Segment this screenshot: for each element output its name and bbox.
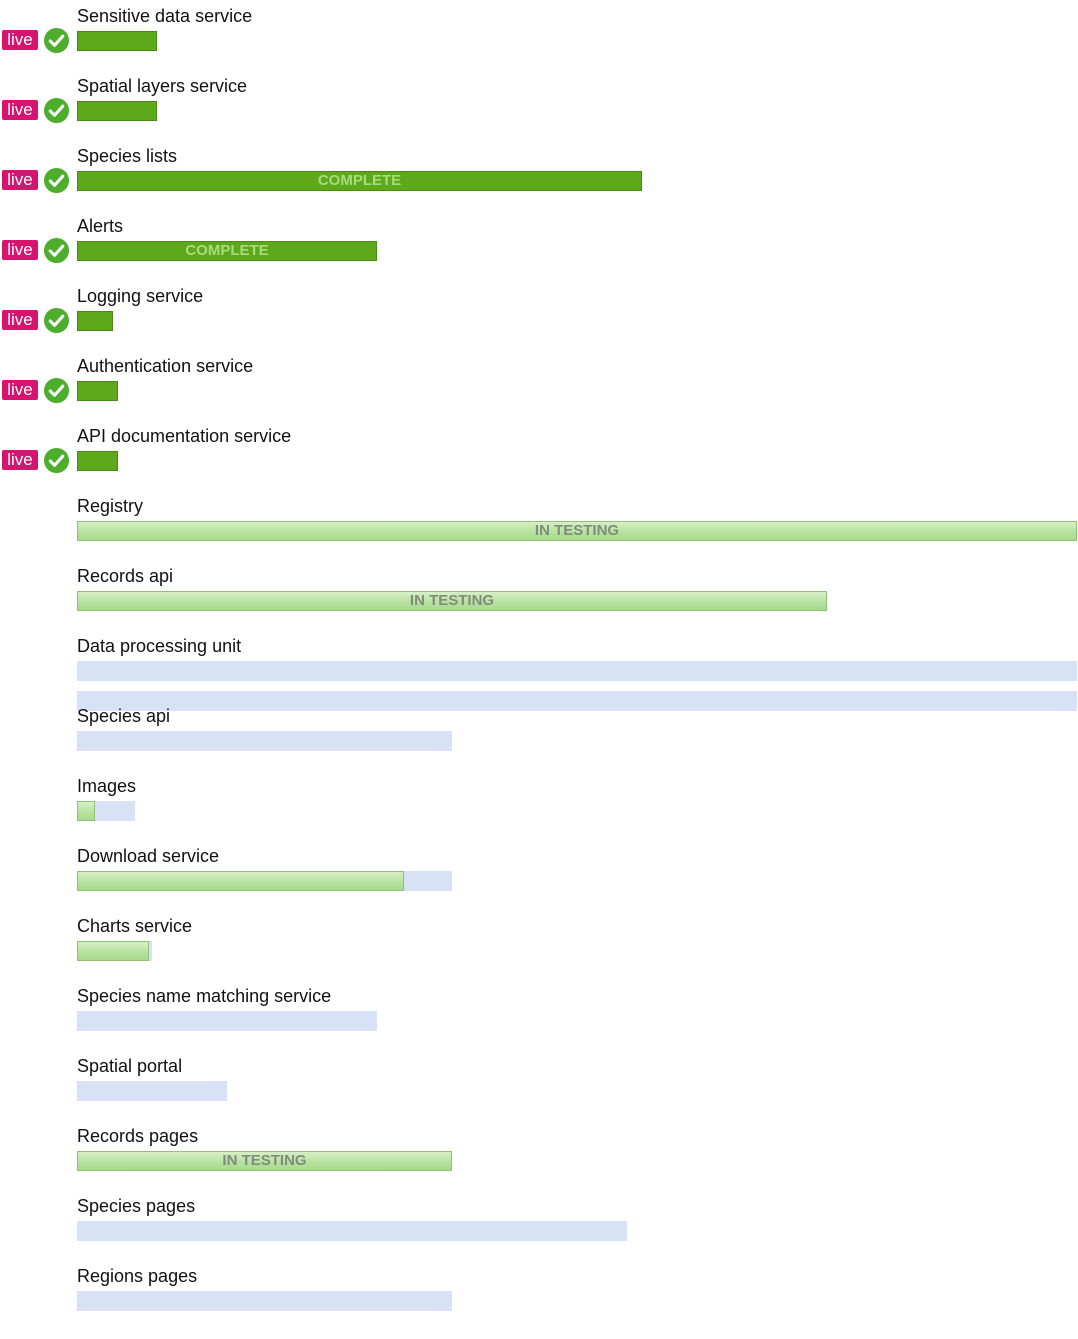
testing-bar [77,941,149,961]
testing-bar: IN TESTING [77,1151,452,1171]
planned-track [77,1221,627,1241]
planned-track [77,1291,452,1311]
testing-bar: IN TESTING [77,591,827,611]
service-row: API documentation service live [0,425,1078,495]
service-name: Spatial layers service [77,76,248,96]
complete-bar [77,101,157,121]
live-badge: live [2,380,38,400]
check-circle-icon [43,447,70,474]
service-row: Alerts live COMPLETE [0,215,1078,285]
service-name: Species name matching service [77,986,332,1006]
service-row: Data processing unit [0,635,1078,711]
complete-bar [77,311,113,331]
service-row: Species lists live COMPLETE [0,145,1078,215]
planned-track-secondary [77,691,1077,711]
check-circle-icon [43,307,70,334]
service-row: Logging service live [0,285,1078,355]
service-row: Sensitive data service live [0,5,1078,75]
live-badge: live [2,30,38,50]
service-row: Records api IN TESTING [0,565,1078,635]
check-circle-icon [43,97,70,124]
service-name: Charts service [77,916,193,936]
service-name: Registry [77,496,144,516]
service-name: Species lists [77,146,178,166]
planned-track [77,731,452,751]
service-row: Regions pages [0,1265,1078,1335]
testing-bar: IN TESTING [77,521,1077,541]
service-row: Spatial portal [0,1055,1078,1125]
service-row: Spatial layers service live [0,75,1078,145]
testing-bar [77,871,404,891]
service-name: Species api [77,706,171,726]
check-circle-icon [43,377,70,404]
service-name: Logging service [77,286,204,306]
planned-track [77,1081,227,1101]
testing-bar [77,801,95,821]
live-badge: live [2,170,38,190]
service-row: Authentication service live [0,355,1078,425]
complete-bar: COMPLETE [77,171,642,191]
service-name: API documentation service [77,426,292,446]
service-name: Records pages [77,1126,199,1146]
service-row: Images [0,775,1078,845]
live-badge: live [2,450,38,470]
complete-bar [77,451,118,471]
service-row: Download service [0,845,1078,915]
service-name: Records api [77,566,174,586]
service-name: Images [77,776,137,796]
check-circle-icon [43,167,70,194]
complete-bar: COMPLETE [77,241,377,261]
service-name: Data processing unit [77,636,242,656]
service-row: Species name matching service [0,985,1078,1055]
complete-bar [77,381,118,401]
service-row: Species api [0,705,1078,775]
planned-track [77,1011,377,1031]
service-name: Spatial portal [77,1056,183,1076]
service-row: Species pages [0,1195,1078,1265]
complete-bar [77,31,157,51]
service-name: Download service [77,846,220,866]
check-circle-icon [43,27,70,54]
service-row: Registry IN TESTING [0,495,1078,565]
service-name: Sensitive data service [77,6,253,26]
live-badge: live [2,100,38,120]
service-name: Regions pages [77,1266,198,1286]
check-circle-icon [43,237,70,264]
service-name: Species pages [77,1196,196,1216]
planned-track [77,661,1077,681]
service-row: Charts service [0,915,1078,985]
live-badge: live [2,310,38,330]
service-row: Records pages IN TESTING [0,1125,1078,1195]
live-badge: live [2,240,38,260]
service-name: Alerts [77,216,124,236]
service-name: Authentication service [77,356,254,376]
